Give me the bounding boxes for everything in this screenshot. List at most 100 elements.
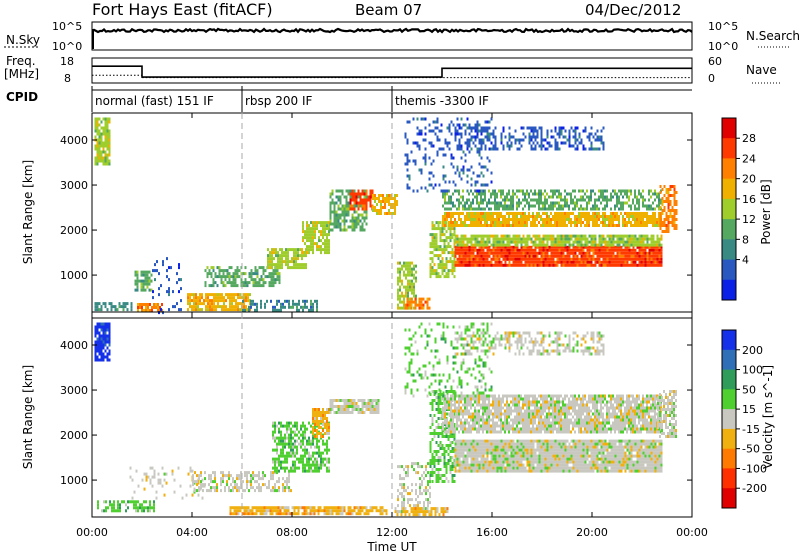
data-cell bbox=[562, 141, 565, 145]
data-cell bbox=[470, 237, 473, 241]
data-cell bbox=[634, 248, 637, 252]
data-cell bbox=[312, 442, 314, 446]
data-cell bbox=[486, 254, 489, 258]
data-cell bbox=[460, 117, 463, 121]
data-cell bbox=[249, 512, 252, 516]
data-cell bbox=[464, 207, 466, 211]
data-cell bbox=[614, 192, 616, 196]
data-cell bbox=[271, 254, 273, 258]
data-cell bbox=[403, 264, 405, 268]
data-cell bbox=[480, 183, 483, 187]
data-cell bbox=[100, 132, 103, 136]
data-cell bbox=[558, 189, 560, 193]
data-cell bbox=[642, 234, 645, 238]
data-cell bbox=[105, 506, 107, 510]
data-cell bbox=[612, 263, 615, 267]
data-cell bbox=[646, 257, 649, 261]
data-cell bbox=[492, 215, 494, 218]
data-cell bbox=[514, 141, 517, 145]
data-cell bbox=[174, 305, 176, 309]
data-cell bbox=[324, 248, 326, 252]
data-cell bbox=[288, 439, 290, 443]
data-cell bbox=[586, 189, 588, 193]
data-cell bbox=[351, 228, 354, 232]
data-cell bbox=[512, 248, 515, 252]
data-cell bbox=[264, 474, 266, 478]
data-cell bbox=[470, 212, 472, 215]
data-cell bbox=[586, 245, 589, 249]
data-cell bbox=[451, 248, 454, 252]
data-cell bbox=[446, 207, 448, 211]
data-cell bbox=[554, 141, 557, 145]
data-cell bbox=[612, 234, 615, 238]
data-cell bbox=[420, 117, 423, 121]
data-cell bbox=[552, 260, 555, 264]
data-cell bbox=[444, 201, 446, 205]
data-cell bbox=[598, 254, 601, 258]
data-cell bbox=[449, 236, 452, 240]
data-cell bbox=[588, 135, 591, 139]
data-cell bbox=[278, 486, 280, 490]
data-cell bbox=[295, 251, 297, 255]
data-cell bbox=[118, 302, 121, 306]
data-cell bbox=[269, 506, 272, 510]
data-cell bbox=[528, 237, 531, 241]
data-cell bbox=[488, 135, 491, 139]
data-cell bbox=[270, 489, 272, 493]
data-cell bbox=[201, 478, 204, 482]
data-cell bbox=[650, 240, 653, 244]
data-cell bbox=[634, 195, 636, 199]
data-cell bbox=[500, 260, 503, 264]
data-cell bbox=[408, 159, 411, 163]
data-cell bbox=[592, 218, 594, 221]
data-cell bbox=[448, 207, 450, 211]
data-cell bbox=[320, 417, 322, 420]
data-cell bbox=[550, 207, 552, 211]
data-cell bbox=[532, 234, 535, 238]
data-cell bbox=[470, 243, 473, 247]
data-cell bbox=[414, 162, 417, 166]
data-cell bbox=[195, 299, 197, 303]
data-cell bbox=[524, 218, 526, 221]
data-cell bbox=[409, 297, 411, 301]
data-cell bbox=[474, 240, 477, 244]
data-cell bbox=[157, 472, 160, 476]
data-cell bbox=[458, 138, 461, 142]
data-cell bbox=[602, 260, 605, 264]
data-cell bbox=[592, 243, 595, 247]
data-cell bbox=[624, 192, 626, 196]
data-cell bbox=[408, 177, 411, 181]
data-cell bbox=[568, 245, 571, 249]
data-cell bbox=[347, 210, 350, 214]
data-cell bbox=[462, 189, 464, 193]
data-cell bbox=[659, 191, 662, 194]
data-cell bbox=[187, 299, 189, 303]
data-cell bbox=[197, 308, 199, 312]
data-cell bbox=[618, 254, 621, 258]
data-cell bbox=[270, 272, 273, 276]
data-cell bbox=[302, 236, 304, 240]
data-cell bbox=[357, 509, 360, 513]
data-cell bbox=[456, 257, 459, 261]
data-cell bbox=[280, 463, 282, 467]
data-cell bbox=[317, 506, 320, 510]
data-cell bbox=[349, 204, 352, 208]
data-cell bbox=[604, 207, 606, 211]
data-cell bbox=[514, 257, 517, 261]
data-cell bbox=[329, 509, 332, 513]
data-cell bbox=[600, 260, 603, 264]
data-cell bbox=[464, 243, 467, 247]
data-cell bbox=[301, 506, 304, 510]
data-cell bbox=[644, 243, 647, 247]
data-cell bbox=[650, 263, 653, 267]
data-cell bbox=[96, 156, 99, 160]
data-cell bbox=[139, 303, 141, 306]
data-cell bbox=[320, 435, 322, 438]
data-cell bbox=[248, 489, 250, 493]
data-cell bbox=[498, 218, 500, 221]
data-cell bbox=[435, 248, 438, 252]
data-cell bbox=[480, 126, 483, 130]
data-cell bbox=[399, 276, 401, 280]
data-cell bbox=[224, 275, 227, 279]
data-cell bbox=[548, 257, 551, 261]
